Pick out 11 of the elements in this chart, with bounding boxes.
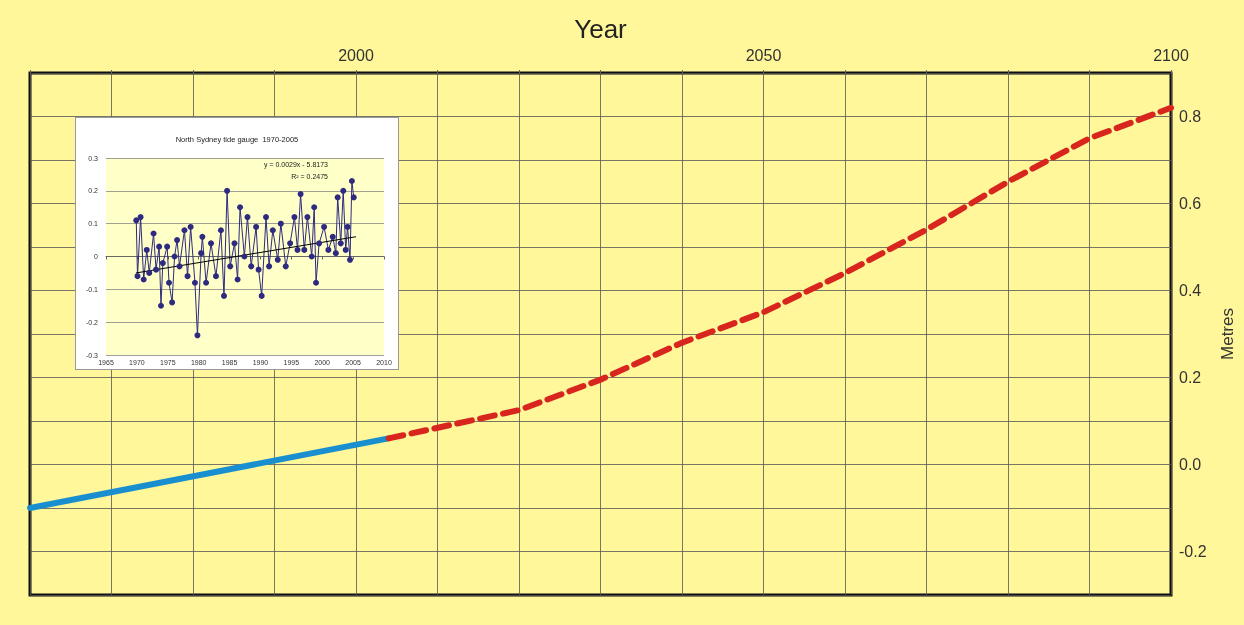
y-tick-label: -0.2 (1179, 543, 1207, 560)
y-tick-label: 0.0 (1179, 456, 1202, 473)
y-tick-label: 0.2 (1179, 369, 1202, 386)
x-tick-label: 2000 (338, 46, 374, 64)
y-tick-label: 0.4 (1179, 282, 1202, 299)
x-tick-label: 2100 (1153, 46, 1189, 64)
y-tick-label: 0.8 (1179, 108, 1202, 125)
x-tick-label: 2050 (745, 46, 782, 64)
y-tick-label: 0.6 (1179, 195, 1202, 212)
y-axis-title: Metres (1218, 308, 1237, 360)
x-axis-title: Year (574, 14, 628, 45)
